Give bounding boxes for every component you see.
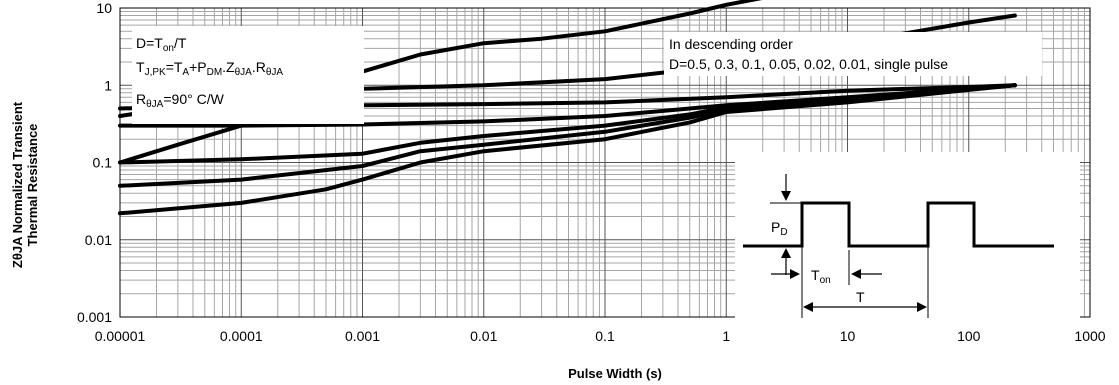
info-box-bg <box>132 26 364 124</box>
info-line-duty: D=Ton/T <box>136 35 187 54</box>
y-axis-label: ZθJA Normalized Transient Thermal Resist… <box>10 101 40 268</box>
x-tick-label: 0.0001 <box>220 328 263 344</box>
ton-arrowhead-left <box>790 269 800 279</box>
period-arrowhead-right <box>917 302 927 312</box>
order-line2: D=0.5, 0.3, 0.1, 0.05, 0.02, 0.01, singl… <box>669 56 948 72</box>
ton-arrowhead-right <box>851 269 861 279</box>
order-box: In descending order D=0.5, 0.3, 0.1, 0.0… <box>664 32 1042 76</box>
x-tick-label: 0.01 <box>470 328 497 344</box>
x-tick-label: 0.001 <box>345 328 380 344</box>
y-axis-label-line2: Thermal Resistance <box>25 124 40 247</box>
x-tick-label: 1000 <box>1074 328 1105 344</box>
y-tick-label: 0.01 <box>85 232 112 248</box>
order-line1: In descending order <box>669 36 793 52</box>
order-box-bg <box>664 32 1042 76</box>
x-tick-label: 10 <box>840 328 856 344</box>
y-tick-label: 1 <box>104 77 112 93</box>
ton-label: Ton <box>811 267 831 286</box>
period-arrowhead-left <box>803 302 813 312</box>
pulse-waveform <box>743 201 1054 248</box>
pd-label: PD <box>771 219 788 238</box>
pulse-diagram-bg <box>735 152 1080 322</box>
y-tick-labels: 0.001 0.01 0.1 1 10 <box>77 0 112 325</box>
pulse-diagram: PD Ton T <box>735 152 1080 322</box>
info-box: D=Ton/T TJ,PK=TA+PDM.ZθJA.RθJA RθJA=90° … <box>132 26 364 124</box>
info-line-rthja: RθJA=90° C/W <box>136 91 225 110</box>
x-tick-label: 1 <box>722 328 730 344</box>
pd-arrowhead-down <box>781 191 791 201</box>
x-tick-labels: 0.00001 0.0001 0.001 0.01 0.1 1 10 100 1000 <box>95 328 1106 344</box>
x-tick-label: 0.1 <box>595 328 615 344</box>
period-label: T <box>856 289 865 305</box>
x-tick-label: 0.00001 <box>95 328 146 344</box>
plot-frame <box>119 7 1091 318</box>
info-line-tjpk: TJ,PK=TA+PDM.ZθJA.RθJA <box>136 59 283 78</box>
y-axis-label-line1: ZθJA Normalized Transient <box>10 101 25 268</box>
pd-arrowhead-up <box>781 248 791 258</box>
y-tick-label: 10 <box>96 0 112 16</box>
x-tick-label: 100 <box>957 328 981 344</box>
x-axis-label: Pulse Width (s) <box>568 366 662 381</box>
y-tick-label: 0.001 <box>77 309 112 325</box>
series-line <box>118 83 1017 216</box>
y-tick-label: 0.1 <box>93 155 113 171</box>
